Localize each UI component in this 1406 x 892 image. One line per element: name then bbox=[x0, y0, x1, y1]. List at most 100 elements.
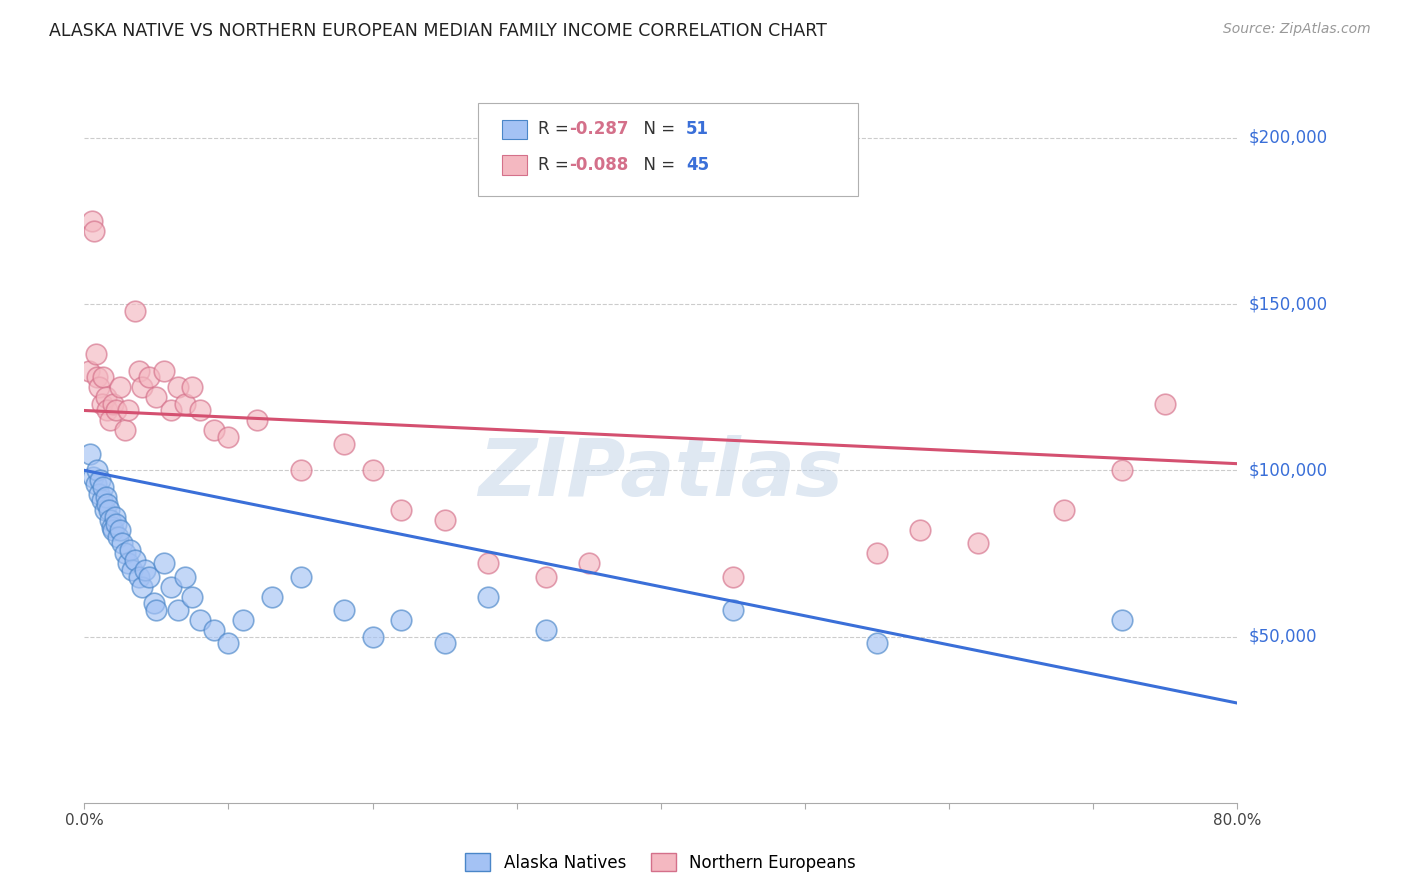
Point bbox=[79, 447, 101, 461]
Point bbox=[1053, 503, 1076, 517]
Point bbox=[202, 424, 225, 438]
Point bbox=[91, 370, 114, 384]
Text: ZIPatlas: ZIPatlas bbox=[478, 434, 844, 513]
Point bbox=[866, 546, 889, 560]
Point bbox=[104, 509, 127, 524]
Point bbox=[152, 557, 174, 571]
Point bbox=[534, 570, 557, 584]
Point bbox=[145, 603, 167, 617]
Point bbox=[188, 403, 211, 417]
Point bbox=[433, 513, 456, 527]
Point bbox=[174, 397, 197, 411]
Point bbox=[117, 557, 139, 571]
Point bbox=[391, 503, 413, 517]
Point bbox=[97, 503, 120, 517]
Point bbox=[93, 503, 115, 517]
Point bbox=[142, 596, 165, 610]
Point bbox=[866, 636, 889, 650]
Point bbox=[181, 380, 204, 394]
Point bbox=[232, 613, 254, 627]
Point bbox=[433, 636, 456, 650]
Point bbox=[131, 580, 153, 594]
Point bbox=[91, 480, 114, 494]
Point bbox=[87, 486, 110, 500]
Point bbox=[534, 623, 557, 637]
Point bbox=[477, 590, 499, 604]
Point bbox=[94, 490, 117, 504]
Point bbox=[152, 363, 174, 377]
Point bbox=[167, 603, 190, 617]
Text: -0.287: -0.287 bbox=[569, 120, 628, 138]
Point bbox=[910, 523, 932, 537]
Point bbox=[160, 403, 183, 417]
Text: N =: N = bbox=[633, 120, 681, 138]
Point bbox=[98, 413, 121, 427]
Point bbox=[84, 476, 107, 491]
Point bbox=[477, 557, 499, 571]
Point bbox=[120, 543, 142, 558]
Point bbox=[87, 380, 110, 394]
Point bbox=[124, 303, 146, 318]
Point bbox=[721, 603, 744, 617]
Point bbox=[114, 424, 136, 438]
Point bbox=[131, 380, 153, 394]
Text: Source: ZipAtlas.com: Source: ZipAtlas.com bbox=[1223, 22, 1371, 37]
Legend: Alaska Natives, Northern Europeans: Alaska Natives, Northern Europeans bbox=[458, 847, 863, 879]
Point bbox=[96, 403, 118, 417]
Point bbox=[77, 363, 100, 377]
Point bbox=[333, 603, 356, 617]
Text: ALASKA NATIVE VS NORTHERN EUROPEAN MEDIAN FAMILY INCOME CORRELATION CHART: ALASKA NATIVE VS NORTHERN EUROPEAN MEDIA… bbox=[49, 22, 827, 40]
Point bbox=[578, 557, 600, 571]
Point bbox=[967, 536, 990, 550]
Point bbox=[86, 463, 108, 477]
Point bbox=[174, 570, 197, 584]
Text: 51: 51 bbox=[686, 120, 709, 138]
Text: $100,000: $100,000 bbox=[1249, 461, 1327, 479]
Point bbox=[128, 570, 150, 584]
Point bbox=[138, 570, 160, 584]
Point bbox=[89, 473, 111, 487]
Point bbox=[134, 563, 156, 577]
Point bbox=[721, 570, 744, 584]
Point bbox=[84, 347, 107, 361]
Text: R =: R = bbox=[538, 156, 575, 174]
Point bbox=[103, 397, 124, 411]
Text: $50,000: $50,000 bbox=[1249, 628, 1317, 646]
Point bbox=[361, 630, 384, 644]
Point bbox=[124, 553, 146, 567]
Point bbox=[1111, 613, 1133, 627]
Point bbox=[114, 546, 136, 560]
Point bbox=[218, 636, 240, 650]
Point bbox=[94, 390, 117, 404]
Point bbox=[391, 613, 413, 627]
Point bbox=[83, 224, 105, 238]
Point bbox=[110, 380, 132, 394]
Point bbox=[121, 563, 143, 577]
Text: 45: 45 bbox=[686, 156, 709, 174]
Point bbox=[90, 493, 112, 508]
Point bbox=[90, 397, 112, 411]
Point bbox=[117, 403, 139, 417]
Point bbox=[218, 430, 240, 444]
Text: -0.088: -0.088 bbox=[569, 156, 628, 174]
Point bbox=[86, 370, 108, 384]
Point bbox=[1111, 463, 1133, 477]
Point bbox=[105, 516, 128, 531]
Point bbox=[188, 613, 211, 627]
Point bbox=[202, 623, 225, 637]
Text: R =: R = bbox=[538, 120, 575, 138]
Point bbox=[138, 370, 160, 384]
Point bbox=[1154, 397, 1177, 411]
Point bbox=[105, 403, 128, 417]
Text: $200,000: $200,000 bbox=[1249, 128, 1327, 147]
Text: N =: N = bbox=[633, 156, 681, 174]
Point bbox=[145, 390, 167, 404]
Point bbox=[98, 513, 121, 527]
Point bbox=[333, 436, 356, 450]
Point bbox=[181, 590, 204, 604]
Point bbox=[96, 497, 118, 511]
Point bbox=[100, 520, 122, 534]
Point bbox=[160, 580, 183, 594]
Point bbox=[290, 570, 312, 584]
Point bbox=[361, 463, 384, 477]
